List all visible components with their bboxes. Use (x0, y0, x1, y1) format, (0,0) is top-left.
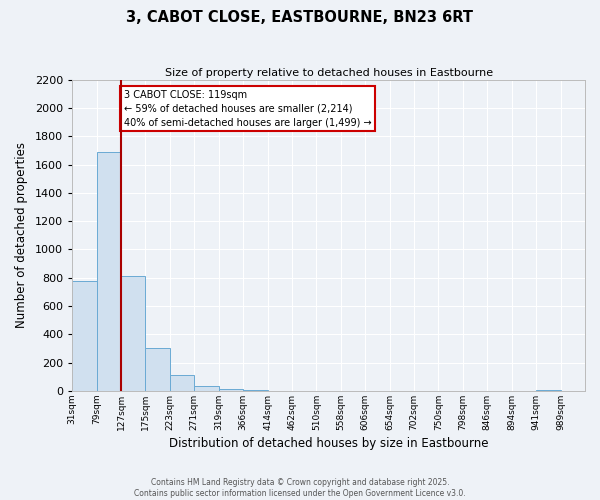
Bar (97, 152, 121, 391)
Text: Contains HM Land Registry data © Crown copyright and database right 2025.
Contai: Contains HM Land Registry data © Crown c… (134, 478, 466, 498)
Bar (219, 390, 243, 391)
Bar (170, 374, 194, 391)
Y-axis label: Number of detached properties: Number of detached properties (15, 142, 28, 328)
Text: 3, CABOT CLOSE, EASTBOURNE, BN23 6RT: 3, CABOT CLOSE, EASTBOURNE, BN23 6RT (127, 10, 473, 25)
Bar (72, 280, 97, 391)
Bar (145, 348, 170, 391)
Bar (243, 390, 268, 391)
Bar (194, 386, 219, 391)
Title: Size of property relative to detached houses in Eastbourne: Size of property relative to detached ho… (164, 68, 493, 78)
X-axis label: Distribution of detached houses by size in Eastbourne: Distribution of detached houses by size … (169, 437, 488, 450)
Text: 3 CABOT CLOSE: 119sqm
← 59% of detached houses are smaller (2,214)
40% of semi-d: 3 CABOT CLOSE: 119sqm ← 59% of detached … (124, 90, 371, 128)
Bar (121, 276, 145, 391)
